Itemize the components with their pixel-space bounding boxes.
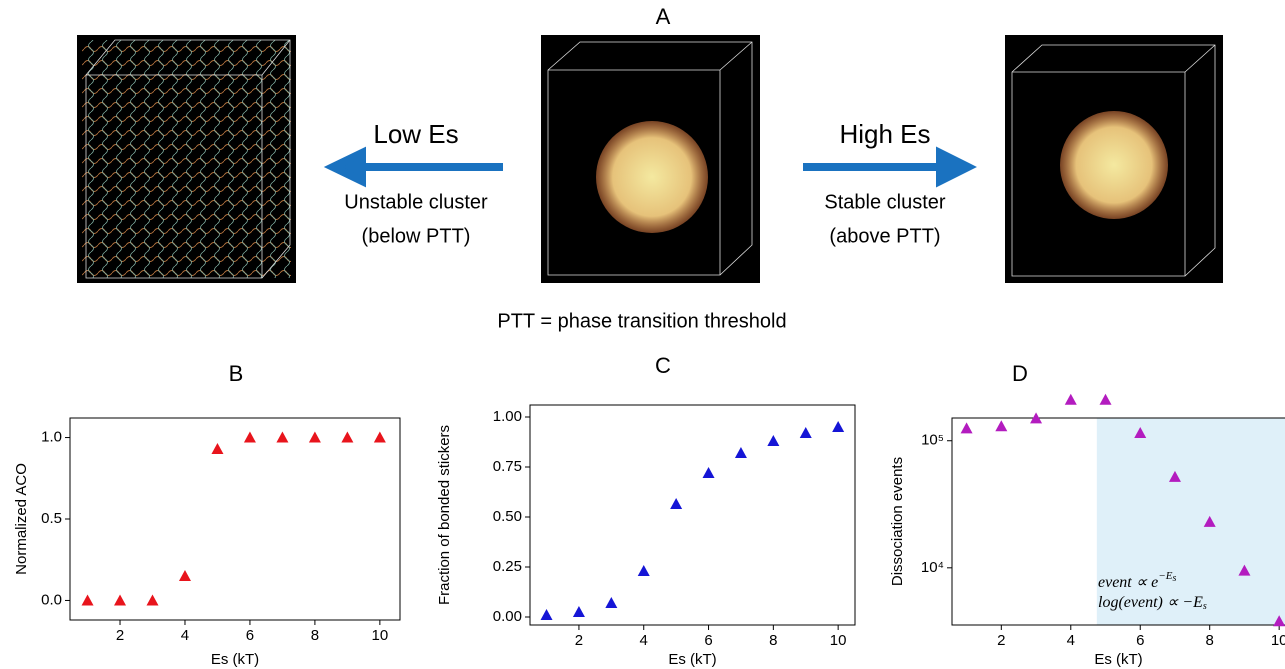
x-tick-label: 4 [640,632,648,649]
sim-right [1005,35,1223,283]
marker [114,594,127,606]
marker [1168,470,1181,482]
marker [670,498,683,509]
arrow-label: Low Es [373,119,458,149]
x-tick-label: 2 [116,627,124,644]
x-tick-label: 4 [181,627,189,644]
annotation-sub: s [1172,573,1176,584]
marker [276,431,289,443]
marker [799,427,812,438]
annotation-part: event ∝ e [1098,574,1158,591]
plot-frame [69,417,401,621]
plot-frame [529,404,856,626]
marker [146,594,159,606]
chart-title: D [1012,361,1028,386]
marker [211,442,224,454]
x-tick-label: 2 [997,632,1005,649]
marker [605,597,618,608]
annotation: event ∝ e−Es [1098,570,1176,591]
caption: (below PTT) [362,225,471,247]
marker [995,420,1008,432]
chart-title: C [655,353,671,378]
y-tick-label: 0.00 [493,608,522,625]
marker [178,570,191,582]
x-tick-label: 2 [575,632,583,649]
chart-title: B [229,361,244,386]
y-tick-label: 0.75 [493,458,522,475]
marker [1030,412,1043,424]
y-axis-label: Normalized ACO [13,463,30,575]
y-tick-label: 0.0 [41,591,62,608]
x-axis-label: Es (kT) [211,651,259,668]
marker [540,609,553,620]
x-tick-label: 10 [830,632,847,649]
marker [832,421,845,432]
arrow-right [803,146,977,188]
annotation-sup: −E [1158,570,1172,582]
y-tick-label: 0.50 [493,508,522,525]
marker [767,435,780,446]
marker [960,422,973,434]
x-tick-label: 8 [769,632,777,649]
y-tick-label: 1.0 [41,429,62,446]
x-tick-label: 6 [704,632,712,649]
caption: (above PTT) [829,225,940,247]
x-tick-label: 8 [1206,632,1214,649]
arrow-label: High Es [839,119,930,149]
y-axis-label: Fraction of bonded stickers [436,425,453,605]
y-tick-label: 0.5 [41,510,62,527]
x-axis-label: Es (kT) [668,651,716,668]
panel-label: A [656,4,671,29]
arrow-left [323,146,503,188]
marker [1203,515,1216,527]
marker [572,606,585,617]
x-tick-label: 8 [311,627,319,644]
y-axis-label: Dissociation events [889,457,906,586]
y-tick-label: 10⁵ [921,432,944,449]
annotation-part: log(event) ∝ −E [1098,594,1203,611]
marker [243,431,256,443]
annotation-sub: s [1203,601,1207,612]
footnote: PTT = phase transition threshold [497,310,786,332]
annotation: log(event) ∝ −Es [1098,594,1207,613]
x-tick-label: 4 [1067,632,1075,649]
marker [734,447,747,458]
marker [1099,393,1112,405]
x-tick-label: 6 [246,627,254,644]
sim-center [541,35,760,283]
y-tick-label: 1.00 [493,408,522,425]
marker [1273,615,1285,627]
x-tick-label: 6 [1136,632,1144,649]
sim-left [77,35,296,283]
y-tick-label: 0.25 [493,558,522,575]
x-tick-label: 10 [1271,632,1285,649]
caption: Unstable cluster [344,191,488,213]
marker [373,431,386,443]
marker [1064,393,1077,405]
caption: Stable cluster [824,191,946,213]
plot-frame [951,417,1285,626]
y-tick-label: 10⁴ [921,559,944,576]
marker [81,594,94,606]
marker [702,467,715,478]
marker [1238,564,1251,576]
x-tick-label: 10 [372,627,389,644]
marker [308,431,321,443]
marker [341,431,354,443]
x-axis-label: Es (kT) [1094,651,1142,668]
marker [1134,427,1147,439]
marker [637,565,650,576]
shaded-region [1096,418,1285,625]
